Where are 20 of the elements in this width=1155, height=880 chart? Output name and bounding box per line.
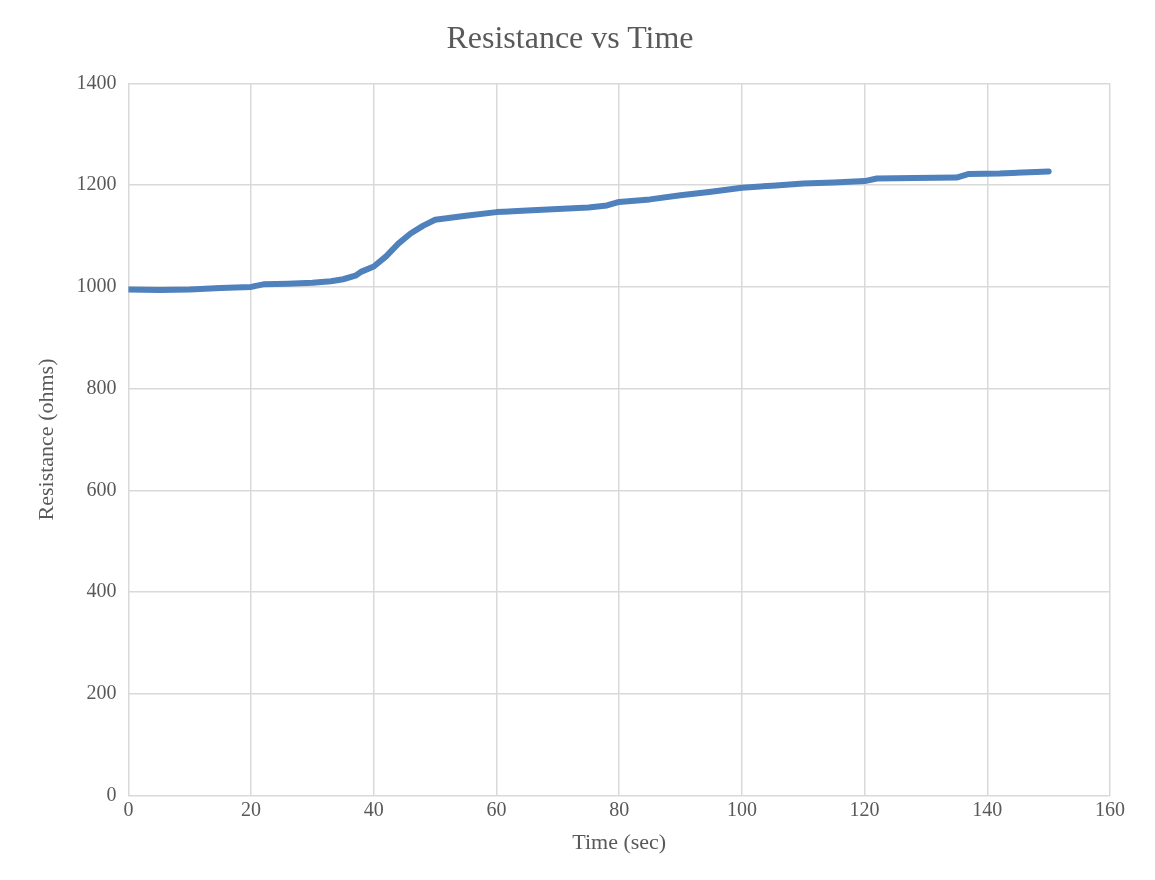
y-axis-title: Resistance (ohms) xyxy=(32,358,58,521)
x-tick-label: 160 xyxy=(1095,797,1125,820)
x-tick-label: 40 xyxy=(363,797,384,820)
y-tick-label: 1200 xyxy=(76,172,117,195)
x-tick-label: 0 xyxy=(123,797,134,820)
x-tick-label: 120 xyxy=(849,797,880,820)
chart-title: Resistance vs Time xyxy=(446,18,694,55)
y-tick-label: 600 xyxy=(86,477,117,500)
x-tick-label: 100 xyxy=(726,797,757,820)
x-tick-label: 140 xyxy=(972,797,1003,820)
x-axis-title: Time (sec) xyxy=(572,828,667,854)
y-tick-label: 0 xyxy=(106,782,117,805)
y-tick-label: 1000 xyxy=(76,274,117,297)
y-tick-label: 400 xyxy=(86,579,117,602)
x-tick-label: 80 xyxy=(609,797,630,820)
y-tick-label: 800 xyxy=(86,375,117,398)
y-tick-label: 1400 xyxy=(76,70,117,93)
y-tick-label: 200 xyxy=(86,681,117,704)
x-tick-label: 20 xyxy=(241,797,262,820)
x-tick-label: 60 xyxy=(486,797,507,820)
